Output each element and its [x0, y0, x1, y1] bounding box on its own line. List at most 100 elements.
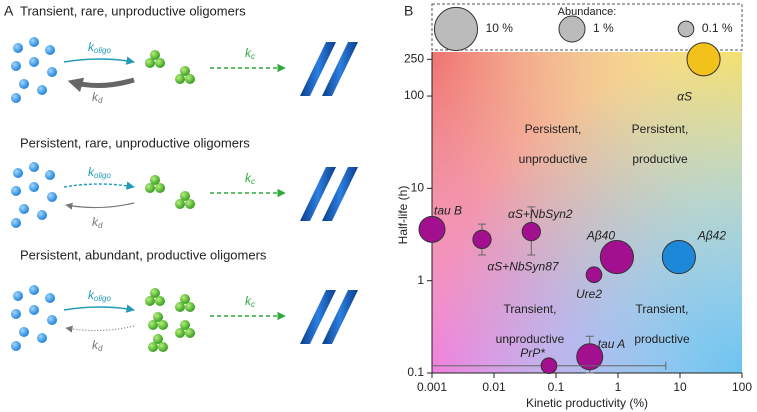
monomer: [153, 312, 163, 322]
region-label: Persistent,: [525, 122, 582, 136]
monomer: [185, 74, 195, 84]
monomer: [11, 341, 21, 351]
row-title: Persistent, rare, unproductive oligomers: [20, 135, 250, 150]
y-axis-title: Half-life (h): [396, 186, 410, 245]
x-tick-label: 100: [732, 380, 752, 394]
monomer: [185, 328, 195, 338]
point-label: Aβ40: [586, 228, 616, 242]
legend-label: 10 %: [486, 21, 514, 35]
rate-subscript: oligo: [94, 46, 111, 55]
arrow: [63, 56, 135, 65]
monomer: [29, 57, 39, 67]
monomer: [150, 175, 160, 185]
y-tick-label: 250: [404, 51, 424, 65]
monomer: [37, 210, 47, 220]
legend-bubble: [433, 6, 479, 52]
monomer: [155, 58, 165, 68]
plot: [432, 52, 742, 373]
monomer: [29, 182, 39, 192]
rate-symbol: k: [245, 46, 252, 60]
bubble: [686, 42, 721, 77]
region-label: Transient,: [636, 302, 689, 316]
bubble: [576, 343, 604, 371]
monomer: [11, 186, 21, 196]
rate-label: koligo: [88, 40, 111, 55]
bubble: [599, 240, 634, 275]
panel-label: B: [404, 3, 413, 19]
monomer: [148, 342, 158, 352]
monomer: [145, 183, 155, 193]
monomer: [180, 66, 190, 76]
rate-label: koligo: [88, 288, 111, 303]
monomer: [47, 67, 57, 77]
legend-label: 1 %: [593, 21, 614, 35]
monomer: [158, 320, 168, 330]
x-tick-label: 10: [673, 380, 687, 394]
monomer: [145, 296, 155, 306]
monomer: [13, 168, 23, 178]
monomer: [29, 285, 39, 295]
bubble: [472, 229, 492, 250]
point-label: tau A: [598, 337, 626, 351]
monomer: [155, 183, 165, 193]
rate-label: kd: [92, 90, 103, 105]
arrow: [65, 325, 135, 333]
monomer: [158, 342, 168, 352]
x-tick-label: 0.001: [417, 380, 447, 394]
monomer: [11, 61, 21, 71]
monomer: [153, 334, 163, 344]
monomer: [45, 293, 55, 303]
monomer: [155, 296, 165, 306]
fibril: [322, 290, 358, 344]
legend-title: Abundance:: [558, 6, 617, 18]
bubble: [418, 215, 446, 243]
monomer: [150, 288, 160, 298]
rate-symbol: k: [88, 40, 95, 54]
monomer: [175, 74, 185, 84]
rate-symbol: k: [245, 171, 252, 185]
arrow: [63, 304, 135, 313]
point-label: tau B: [434, 203, 462, 217]
rate-subscript: c: [251, 300, 255, 309]
monomer: [180, 191, 190, 201]
fibril: [322, 167, 358, 221]
region-label: Persistent,: [632, 122, 689, 136]
monomer: [47, 315, 57, 325]
monomer: [145, 58, 155, 68]
x-tick-label: 0.01: [482, 380, 506, 394]
legend-bubble: [558, 15, 586, 43]
panel-label: A: [4, 3, 14, 19]
region-label: Transient,: [504, 302, 557, 316]
rate-subscript: oligo: [94, 294, 111, 303]
monomer: [11, 218, 21, 228]
arrow: [65, 202, 135, 210]
rate-subscript: d: [98, 344, 103, 353]
rate-subscript: c: [251, 177, 255, 186]
point-label: αS+NbSyn2: [508, 207, 573, 221]
monomer: [19, 204, 29, 214]
monomer: [180, 320, 190, 330]
rate-symbol: k: [88, 288, 95, 302]
monomer: [185, 199, 195, 209]
monomer: [13, 291, 23, 301]
monomer: [11, 93, 21, 103]
monomer: [37, 333, 47, 343]
region-label: productive: [632, 152, 688, 166]
rate-label: kc: [245, 46, 255, 61]
point-label: Aβ42: [697, 228, 727, 242]
region-label: unproductive: [519, 152, 588, 166]
x-tick-label: 1: [615, 380, 622, 394]
monomer: [45, 45, 55, 55]
x-tick-label: 0.1: [548, 380, 565, 394]
fibril: [300, 167, 336, 221]
rate-symbol: k: [88, 165, 95, 179]
legend-bubble: [677, 20, 695, 38]
y-tick-label: 10: [411, 181, 425, 195]
monomer: [11, 309, 21, 319]
legend-label: 0.1 %: [702, 21, 733, 35]
rate-symbol: k: [92, 215, 99, 229]
arrow: [67, 77, 135, 93]
arrow: [63, 181, 135, 190]
fibril: [322, 42, 358, 96]
